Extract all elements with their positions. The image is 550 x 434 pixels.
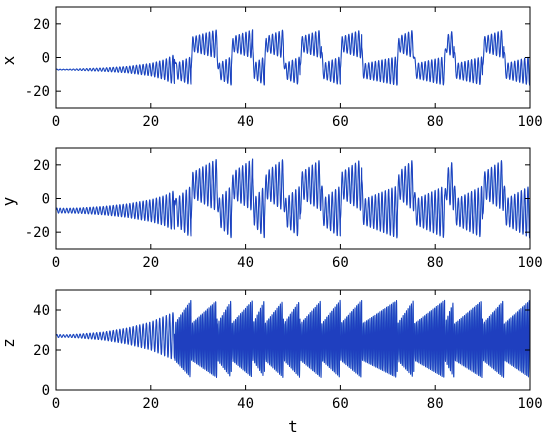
x-tick-label-100: 100: [517, 114, 542, 130]
x-tick-label-20: 20: [142, 255, 159, 271]
x-axis-label: t: [288, 417, 298, 434]
y-tick-label-z-20: 20: [33, 343, 50, 359]
panel-z-frame: [55, 289, 531, 391]
x-tick-label-80: 80: [427, 114, 444, 130]
x-tick-label-20: 20: [142, 396, 159, 412]
x-tick-label-40: 40: [237, 396, 254, 412]
x-tick-label-80: 80: [427, 255, 444, 271]
x-tick-label-0: 0: [52, 114, 60, 130]
x-tick-label-0: 0: [52, 255, 60, 271]
x-tick-label-60: 60: [332, 255, 349, 271]
x-tick-label-80: 80: [427, 396, 444, 412]
y-tick-label-x-0: 0: [42, 51, 50, 67]
y-tick-label-z-0: 0: [42, 383, 50, 399]
x-tick-label-100: 100: [517, 396, 542, 412]
series-z-line: [55, 299, 531, 379]
series-y-line: [55, 158, 531, 239]
y-tick-label-x--20: -20: [25, 84, 50, 100]
x-tick-label-100: 100: [517, 255, 542, 271]
y-tick-label-x-20: 20: [33, 17, 50, 33]
y-axis-label-x: x: [0, 55, 18, 65]
panel-x-frame: [55, 6, 531, 109]
y-tick-label-y-0: 0: [42, 192, 50, 208]
y-tick-label-y-20: 20: [33, 158, 50, 174]
x-tick-label-60: 60: [332, 396, 349, 412]
series-x-shadow-line: [55, 29, 531, 86]
x-tick-label-60: 60: [332, 114, 349, 130]
y-tick-label-y--20: -20: [25, 225, 50, 241]
series-x-line: [55, 29, 531, 86]
y-axis-label-z: z: [0, 338, 18, 348]
x-tick-label-40: 40: [237, 255, 254, 271]
y-tick-label-z-40: 40: [33, 303, 50, 319]
x-tick-label-0: 0: [52, 396, 60, 412]
x-tick-label-40: 40: [237, 114, 254, 130]
x-tick-label-20: 20: [142, 114, 159, 130]
y-axis-label-y: y: [0, 196, 18, 206]
